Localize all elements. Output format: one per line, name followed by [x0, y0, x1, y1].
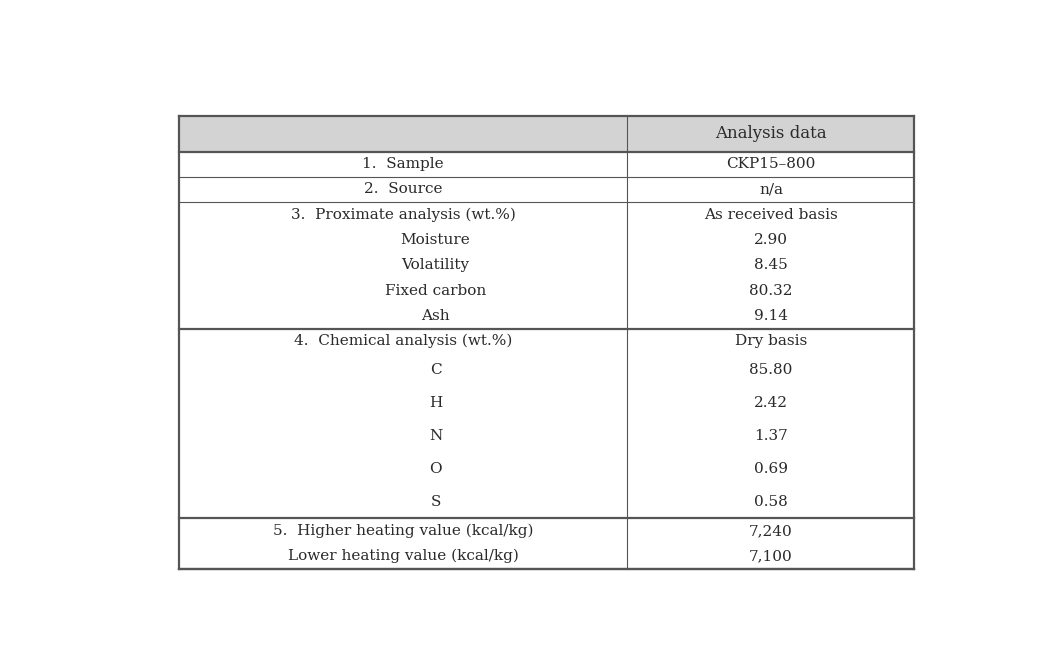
Text: 2.  Source: 2. Source	[364, 182, 442, 196]
Text: Moisture: Moisture	[401, 233, 470, 247]
Bar	[179, 116, 915, 152]
Text: Fixed carbon: Fixed carbon	[385, 284, 486, 298]
Text: 8.45: 8.45	[754, 259, 787, 273]
Text: 80.32: 80.32	[749, 284, 793, 298]
Text: 1.37: 1.37	[754, 429, 787, 443]
Text: Dry basis: Dry basis	[735, 334, 807, 348]
Text: Volatility: Volatility	[402, 259, 469, 273]
Text: N: N	[429, 429, 442, 443]
Text: 5.  Higher heating value (kcal/kg): 5. Higher heating value (kcal/kg)	[273, 524, 533, 538]
Text: 3.  Proximate analysis (wt.%): 3. Proximate analysis (wt.%)	[291, 208, 515, 222]
Text: C: C	[430, 363, 441, 377]
Text: 9.14: 9.14	[754, 309, 787, 323]
Text: As received basis: As received basis	[704, 208, 838, 222]
Text: 4.  Chemical analysis (wt.%): 4. Chemical analysis (wt.%)	[294, 334, 512, 349]
Text: H: H	[429, 396, 442, 410]
Text: 2.42: 2.42	[754, 396, 787, 410]
Text: 1.  Sample: 1. Sample	[362, 157, 444, 171]
Text: Lower heating value (kcal/kg): Lower heating value (kcal/kg)	[288, 549, 518, 563]
Text: 85.80: 85.80	[749, 363, 793, 377]
Text: 0.69: 0.69	[754, 462, 787, 476]
Text: 7,100: 7,100	[749, 549, 793, 563]
Text: S: S	[431, 495, 441, 509]
Text: 7,240: 7,240	[749, 524, 793, 538]
Text: 0.58: 0.58	[754, 495, 787, 509]
Text: 2.90: 2.90	[754, 233, 787, 247]
Text: O: O	[430, 462, 442, 476]
Text: Analysis data: Analysis data	[715, 126, 827, 142]
Text: CKP15–800: CKP15–800	[726, 157, 816, 171]
Text: Ash: Ash	[421, 309, 450, 323]
Text: n/a: n/a	[759, 182, 783, 196]
